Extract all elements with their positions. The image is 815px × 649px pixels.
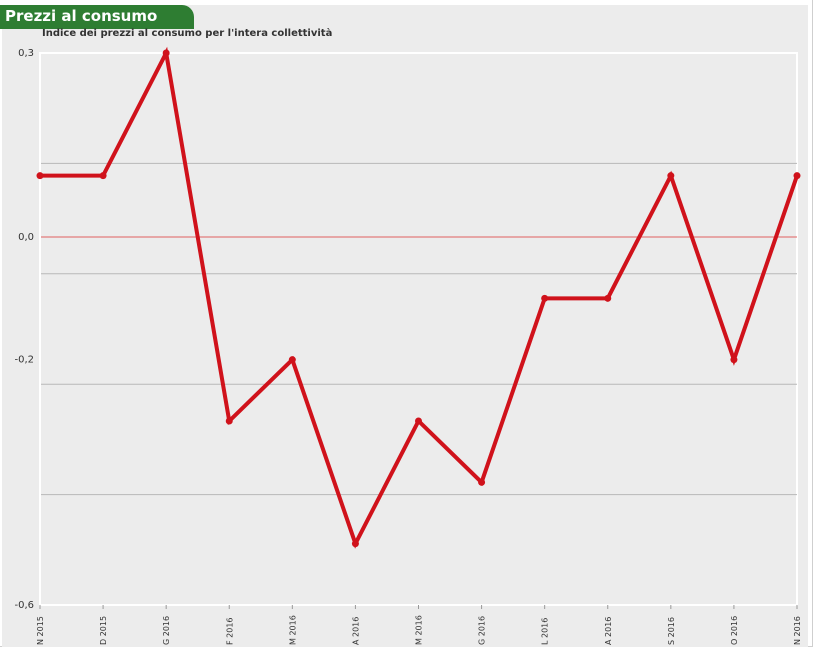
- y-tick-label: -0,2: [14, 355, 34, 366]
- data-point: [415, 417, 422, 425]
- x-axis-ticks: N 2015 D 2015 G 2016 F 2016 M 2016 A 2016 M 20…: [36, 605, 802, 645]
- data-point: [99, 172, 107, 180]
- x-tick-label: N 2016: [793, 616, 802, 645]
- x-tick-label: D 2015: [99, 616, 108, 645]
- x-tick-label: G 2016: [162, 616, 171, 645]
- data-point: [793, 172, 801, 180]
- data-point: [667, 172, 675, 180]
- y-tick-label: 0,0: [18, 232, 34, 243]
- plot-area: [39, 52, 798, 606]
- data-point: [162, 49, 170, 57]
- chart-subtitle: Indice dei prezzi al consumo per l'inter…: [42, 28, 333, 39]
- gridlines: [40, 162, 797, 496]
- data-point: [541, 294, 549, 302]
- y-axis-ticks: 0,3 0,0 -0,2 -0,6: [14, 48, 34, 611]
- x-tick-label: A 2016: [351, 617, 360, 645]
- data-point: [36, 172, 44, 180]
- x-tick-label: S 2016: [667, 617, 676, 645]
- x-tick-label: N 2015: [36, 616, 45, 645]
- data-point: [478, 478, 486, 486]
- x-tick-label: L 2016: [541, 618, 550, 645]
- x-tick-label: F 2016: [225, 617, 234, 645]
- data-point: [288, 356, 296, 364]
- x-tick-label: O 2016: [730, 616, 739, 645]
- x-tick-label: A 2016: [604, 617, 613, 645]
- y-tick-label: -0,6: [14, 600, 34, 611]
- chart-title-tab: Prezzi al consumo: [0, 5, 194, 29]
- data-point: [225, 417, 233, 425]
- y-tick-label: 0,3: [18, 48, 34, 59]
- data-point: [730, 356, 738, 364]
- series-layer: [36, 46, 801, 549]
- data-point: [351, 540, 359, 548]
- x-tick-label: M 2016: [288, 615, 297, 645]
- x-tick-label: G 2016: [478, 616, 487, 645]
- x-tick-label: M 2016: [415, 615, 424, 645]
- data-point: [604, 294, 612, 302]
